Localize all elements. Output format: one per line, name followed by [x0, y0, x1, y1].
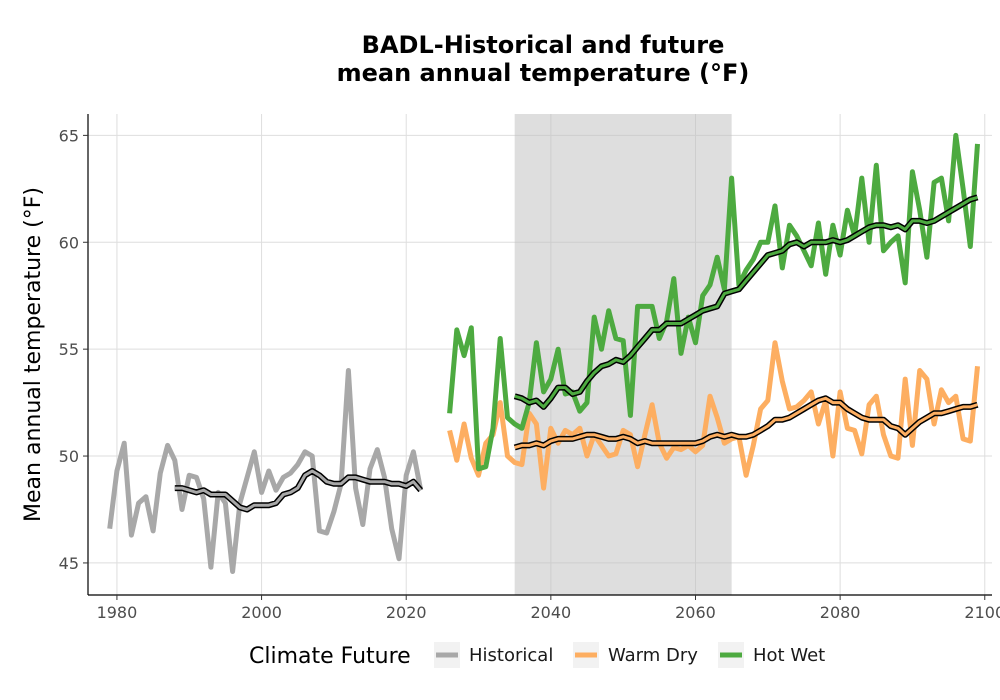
axes: [87, 114, 992, 596]
title-line-2: mean annual temperature (°F): [337, 59, 750, 87]
smoothed-line-historical: [174, 469, 422, 511]
x-tick-label: 2060: [675, 603, 716, 622]
y-axis-title: Mean annual temperature (°F): [21, 187, 46, 522]
legend: Climate Future Historical Warm Dry Hot Wet: [249, 642, 825, 669]
series-line-warm-dry: [447, 340, 980, 491]
series-lines: [107, 132, 980, 574]
smoothed-line-warm-dry: [514, 396, 978, 449]
legend-label: Hot Wet: [753, 645, 825, 666]
title-line-1: BADL-Historical and future: [362, 31, 725, 59]
y-tick-label: 65: [59, 126, 79, 145]
smoothed-line-hot-wet: [514, 195, 978, 409]
x-tick-label: 1980: [97, 603, 138, 622]
legend-label: Warm Dry: [608, 645, 698, 666]
x-tick-label: 2040: [530, 603, 571, 622]
legend-label: Historical: [469, 645, 553, 666]
series-line-hot-wet: [447, 132, 980, 472]
series-line-historical: [107, 368, 424, 574]
x-tick-label: 2100: [964, 603, 1000, 622]
x-tick-label: 2080: [820, 603, 861, 622]
y-tick-label: 50: [59, 447, 79, 466]
x-tick-label: 2000: [241, 603, 282, 622]
y-tick-label: 45: [59, 554, 79, 573]
x-tick-label: 2020: [386, 603, 427, 622]
legend-title: Climate Future: [249, 644, 411, 669]
y-tick-label: 55: [59, 340, 79, 359]
y-tick-label: 60: [59, 233, 79, 252]
tick-labels: 1980 2000 2020 2040 2060 2080 2100 45 50 55 60 65: [59, 126, 1000, 622]
